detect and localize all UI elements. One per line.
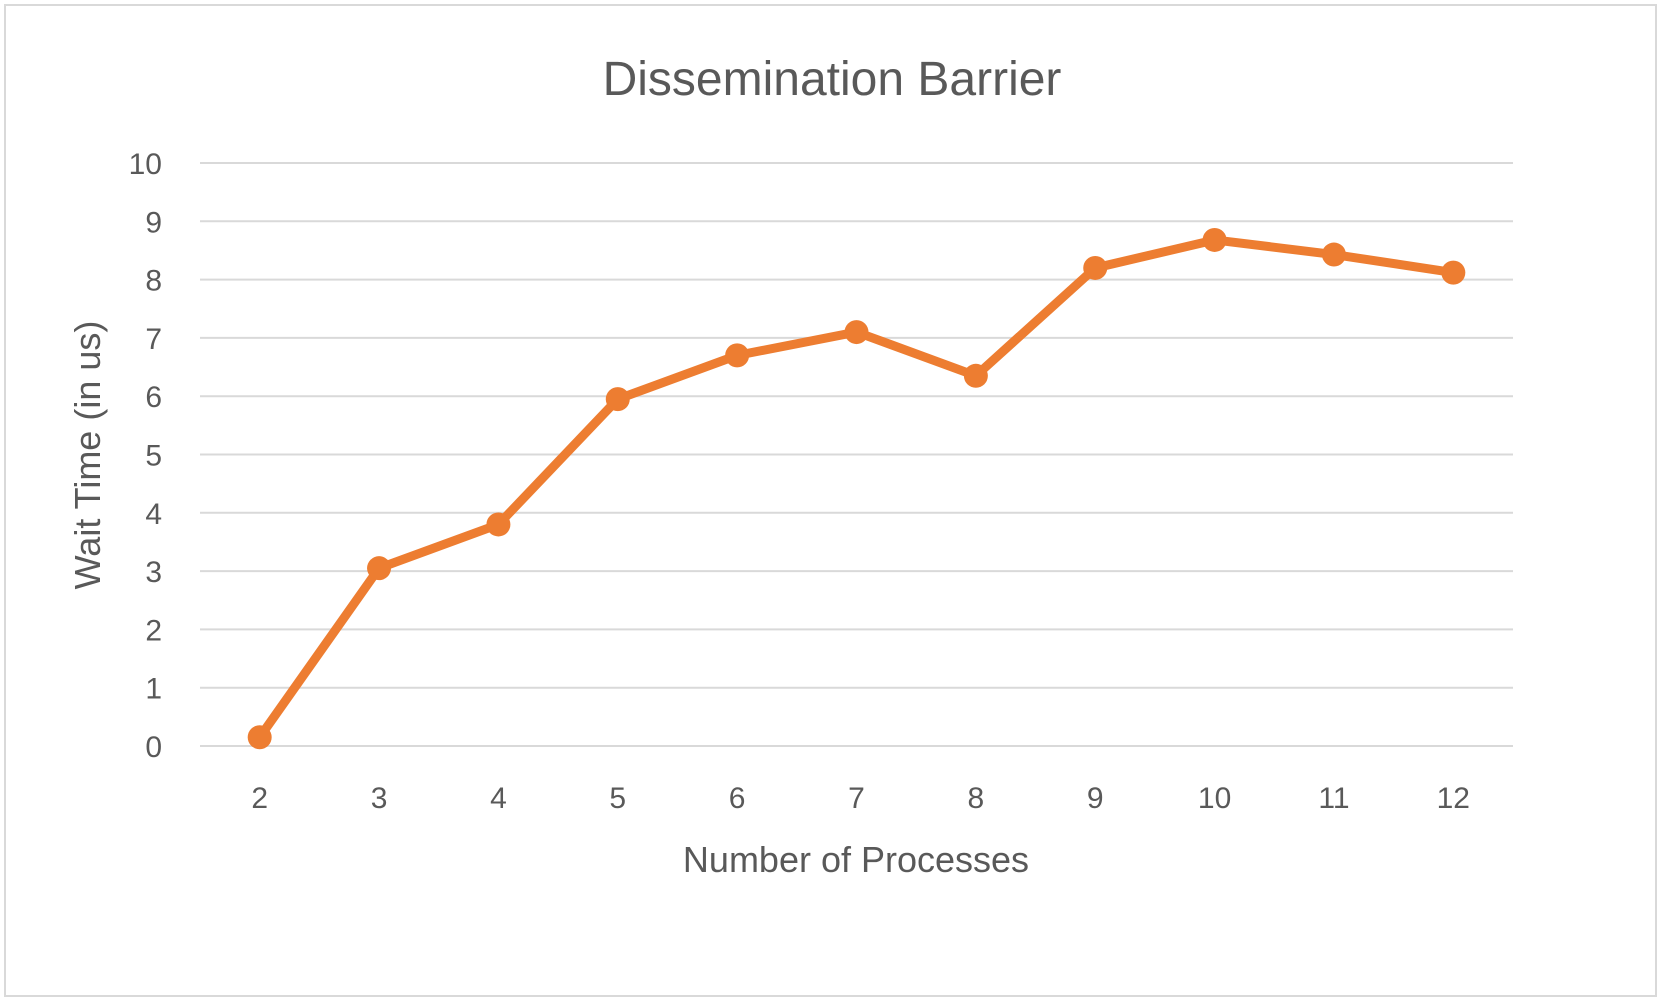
data-point <box>1202 227 1227 252</box>
gridlines <box>200 162 1513 747</box>
data-point <box>367 556 392 581</box>
x-tick-label: 10 <box>1198 782 1231 815</box>
data-point <box>725 343 750 368</box>
data-point <box>1441 260 1466 285</box>
y-tick-label: 0 <box>145 731 162 764</box>
y-tick-label: 10 <box>129 148 162 181</box>
y-tick-label: 5 <box>145 440 162 473</box>
x-axis-title: Number of Processes <box>683 839 1029 880</box>
chart-title: Dissemination Barrier <box>603 53 1062 106</box>
x-tick-label: 9 <box>1087 782 1104 815</box>
series-layer <box>247 227 1466 750</box>
y-tick-label: 6 <box>145 381 162 414</box>
x-tick-label: 12 <box>1437 782 1470 815</box>
data-point <box>486 512 511 537</box>
data-point <box>963 363 988 388</box>
data-point <box>1321 242 1346 267</box>
x-axis-ticks: 2 3 4 5 6 7 8 9 10 11 12 <box>251 782 1470 815</box>
y-tick-label: 9 <box>145 206 162 239</box>
y-tick-label: 2 <box>145 614 162 647</box>
x-tick-label: 5 <box>609 782 626 815</box>
data-point <box>844 320 869 345</box>
y-tick-label: 1 <box>145 673 162 706</box>
x-tick-label: 4 <box>490 782 507 815</box>
chart-frame <box>4 4 1657 997</box>
x-tick-label: 6 <box>729 782 746 815</box>
y-axis-ticks: 0 1 2 3 4 5 6 7 8 9 10 <box>129 148 162 764</box>
x-tick-label: 2 <box>251 782 268 815</box>
series-line <box>255 235 1458 742</box>
y-tick-label: 8 <box>145 265 162 298</box>
y-tick-label: 7 <box>145 323 162 356</box>
data-point <box>1083 255 1108 280</box>
y-tick-label: 4 <box>145 498 162 531</box>
x-tick-label: 8 <box>968 782 985 815</box>
data-point <box>605 387 630 412</box>
x-tick-label: 3 <box>371 782 388 815</box>
x-tick-label: 7 <box>848 782 865 815</box>
x-tick-label: 11 <box>1318 782 1349 815</box>
y-tick-label: 3 <box>145 556 162 589</box>
data-point <box>247 725 272 750</box>
y-axis-title: Wait Time (in us) <box>67 321 108 590</box>
